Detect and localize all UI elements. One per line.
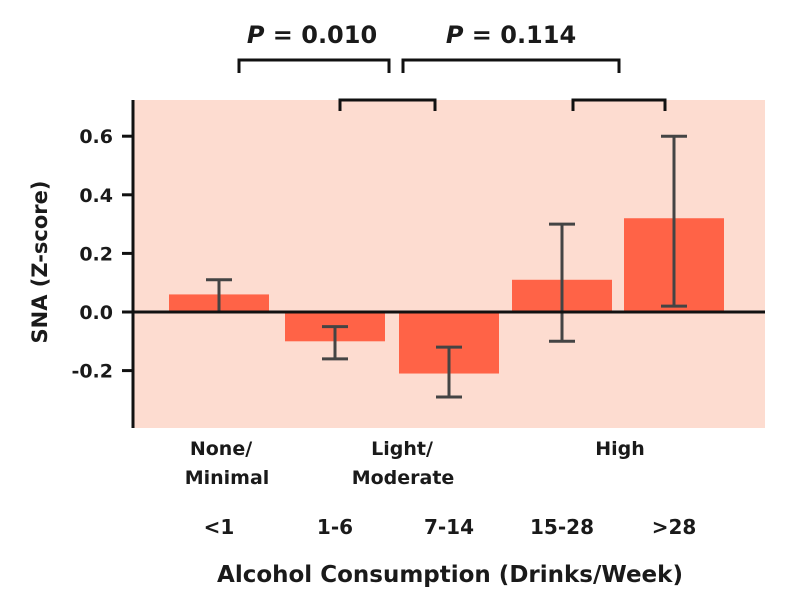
significance-bracket-lower-right: [571, 98, 667, 111]
x-axis-label: Alcohol Consumption (Drinks/Week): [217, 562, 683, 588]
group-label-0-line-0: None/: [190, 438, 252, 460]
y-tick-label-3: 0.0: [79, 302, 113, 324]
significance-bracket-top-right: [401, 58, 621, 73]
group-label-1-line-0: Light/: [371, 438, 433, 460]
significance-bracket-top-left: [237, 58, 391, 73]
error-bar-3: [549, 222, 575, 343]
y-axis-label: SNA (Z-score): [28, 180, 52, 343]
category-label-0: <1: [204, 515, 235, 539]
category-label-2: 7-14: [424, 515, 474, 539]
y-tick-label-4: -0.2: [71, 361, 113, 383]
error-bar-1: [322, 325, 348, 361]
p-value-1-text: = 0.114: [463, 21, 576, 49]
y-tick-label-2: 0.2: [79, 243, 113, 265]
p-value-1-symbol: P: [446, 21, 464, 49]
y-tick-label-0: 0.6: [79, 126, 113, 148]
category-label-1: 1-6: [317, 515, 353, 539]
group-label-2-line-0: High: [595, 438, 645, 460]
p-value-0: P = 0.010: [247, 21, 377, 49]
y-tick-label-1: 0.4: [79, 185, 113, 207]
significance-bracket-lower-left: [338, 98, 437, 111]
category-label-3: 15-28: [530, 515, 594, 539]
p-value-0-symbol: P: [247, 21, 265, 49]
p-value-0-text: = 0.010: [264, 21, 377, 49]
error-bar-4: [661, 134, 687, 308]
category-label-4: >28: [652, 515, 697, 539]
error-bar-2: [436, 345, 462, 399]
p-value-1: P = 0.114: [446, 21, 576, 49]
group-label-1-line-1: Moderate: [352, 467, 455, 489]
group-label-0-line-1: Minimal: [185, 467, 270, 489]
